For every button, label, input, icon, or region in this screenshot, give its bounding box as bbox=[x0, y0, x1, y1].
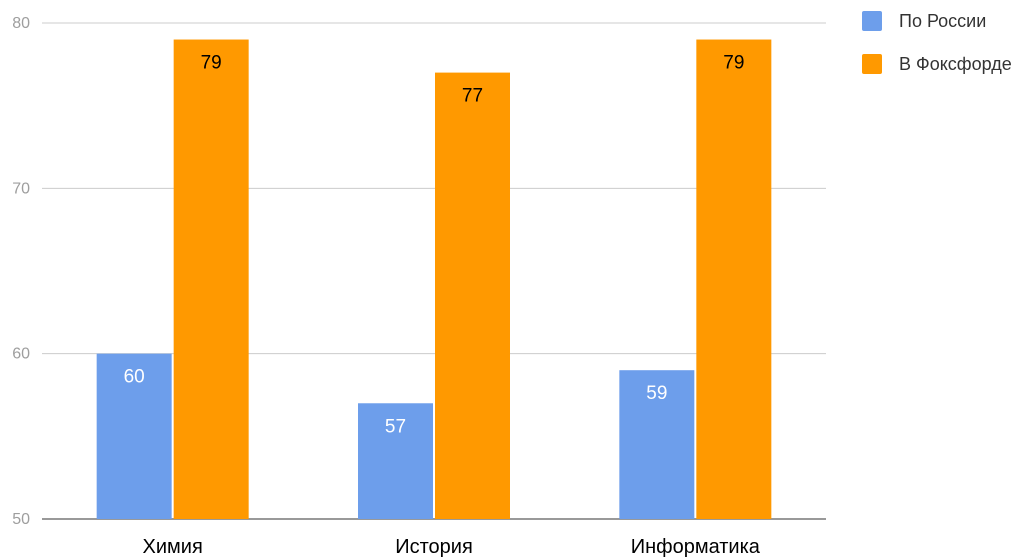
legend-swatch-series-0 bbox=[862, 11, 882, 31]
x-tick-label: История bbox=[395, 536, 473, 558]
bar-Химия-series-0 bbox=[96, 353, 172, 519]
bar-Информатика-series-1 bbox=[696, 39, 772, 520]
data-label: 79 bbox=[723, 53, 744, 74]
y-tick-label: 60 bbox=[12, 346, 30, 363]
bar-История-series-1 bbox=[435, 72, 510, 519]
legend-item-series-1: В Фоксфорде bbox=[862, 53, 1012, 75]
y-tick-label: 70 bbox=[12, 180, 30, 197]
y-tick-label: 50 bbox=[12, 511, 30, 528]
x-axis-labels: Химия История Информатика bbox=[143, 536, 761, 558]
data-label: 57 bbox=[385, 416, 406, 437]
legend-label-series-1: В Фоксфорде bbox=[899, 53, 1012, 74]
data-label: 79 bbox=[201, 53, 222, 74]
bar-Химия-series-1 bbox=[173, 39, 249, 520]
legend-swatch-series-1 bbox=[862, 54, 882, 74]
bar-Информатика-series-0 bbox=[619, 370, 695, 519]
y-axis-ticks: 50 60 70 80 bbox=[12, 15, 30, 528]
legend-item-series-0: По России bbox=[862, 10, 1012, 32]
x-tick-label: Химия bbox=[143, 536, 203, 558]
gridlines bbox=[42, 22, 826, 520]
data-label: 59 bbox=[646, 383, 667, 404]
bar-История-series-0 bbox=[358, 403, 433, 519]
legend: По России В Фоксфорде bbox=[862, 10, 1012, 96]
x-tick-label: Информатика bbox=[631, 536, 761, 558]
data-label: 60 bbox=[124, 367, 145, 388]
y-tick-label: 80 bbox=[12, 15, 30, 32]
data-labels: 60 79 57 77 59 79 bbox=[124, 53, 745, 438]
bars bbox=[96, 39, 772, 520]
legend-label-series-0: По России bbox=[899, 10, 987, 31]
data-label: 77 bbox=[462, 86, 483, 107]
